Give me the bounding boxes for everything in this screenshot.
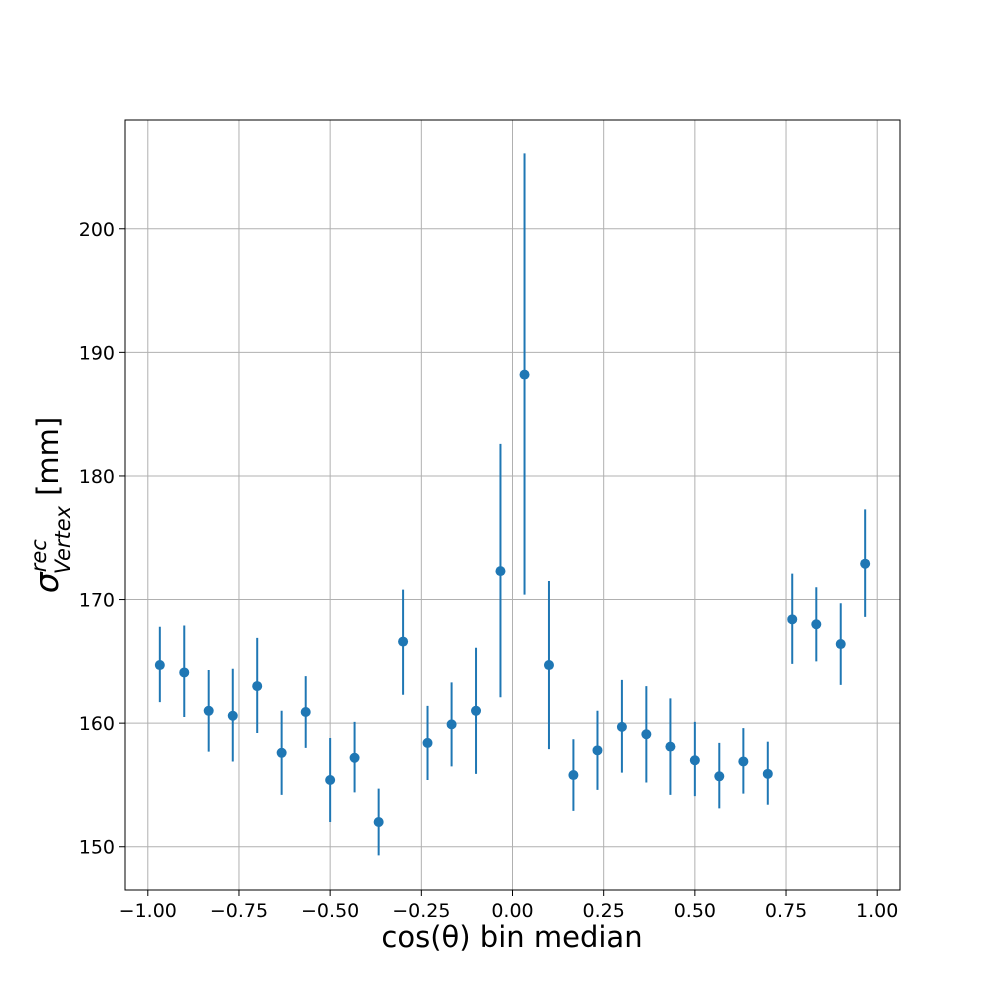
data-point <box>762 768 773 779</box>
y-tick-label: 180 <box>79 466 115 488</box>
data-point <box>398 636 409 647</box>
data-point <box>227 710 238 721</box>
data-point <box>325 775 336 785</box>
data-point <box>373 817 384 828</box>
data-point <box>252 681 263 692</box>
data-point <box>714 771 725 782</box>
data-point <box>471 705 482 716</box>
data-point <box>811 619 822 630</box>
data-point <box>446 719 457 730</box>
y-tick-label: 170 <box>79 590 115 612</box>
svg-text:σrecVertex[mm]: σrecVertex [mm] <box>27 417 75 593</box>
x-axis-label: cos(θ) bin median <box>381 920 642 954</box>
data-point <box>349 752 360 763</box>
data-point <box>860 558 871 569</box>
y-axis-label-subscript: Vertex <box>51 505 75 574</box>
data-point <box>154 660 165 671</box>
x-tick-label: −0.50 <box>301 900 359 922</box>
data-point <box>179 667 190 678</box>
data-point <box>422 737 433 748</box>
data-point <box>641 729 652 740</box>
data-point <box>495 566 506 577</box>
y-axis-label-symbol: σ <box>27 571 66 593</box>
y-axis-label-unit: [mm] <box>31 417 65 496</box>
x-tick-label: 0.50 <box>674 900 716 922</box>
data-point <box>738 756 749 767</box>
data-points <box>154 369 871 828</box>
data-point <box>203 705 214 716</box>
data-point <box>689 755 700 766</box>
data-point <box>835 639 846 650</box>
data-point <box>519 369 530 380</box>
x-tick-label: 0.00 <box>491 900 533 922</box>
grid <box>125 120 900 890</box>
data-point <box>616 721 627 732</box>
data-point <box>592 745 603 756</box>
data-point <box>568 770 579 781</box>
y-tick-label: 160 <box>79 713 115 735</box>
x-tick-label: 0.75 <box>765 900 807 922</box>
y-axis-label-superscript: rec <box>27 539 51 573</box>
data-point <box>543 660 554 671</box>
x-tick-label: −0.25 <box>392 900 450 922</box>
y-tick-label: 190 <box>79 342 115 364</box>
data-point <box>300 707 311 718</box>
y-tick-label: 150 <box>79 837 115 859</box>
x-tick-label: 1.00 <box>856 900 898 922</box>
x-tick-label: 0.25 <box>583 900 625 922</box>
y-axis-label: σrecVertex [mm] <box>27 417 75 593</box>
data-point <box>276 747 287 758</box>
data-point <box>665 741 676 752</box>
x-tick-label: −0.75 <box>210 900 268 922</box>
x-tick-label: −1.00 <box>119 900 177 922</box>
y-tick-label: 200 <box>79 219 115 241</box>
data-point <box>787 614 798 625</box>
ticks: −1.00 −0.75 −0.50 −0.25 0.00 0.25 0.50 0.75 1.00… <box>79 219 899 922</box>
